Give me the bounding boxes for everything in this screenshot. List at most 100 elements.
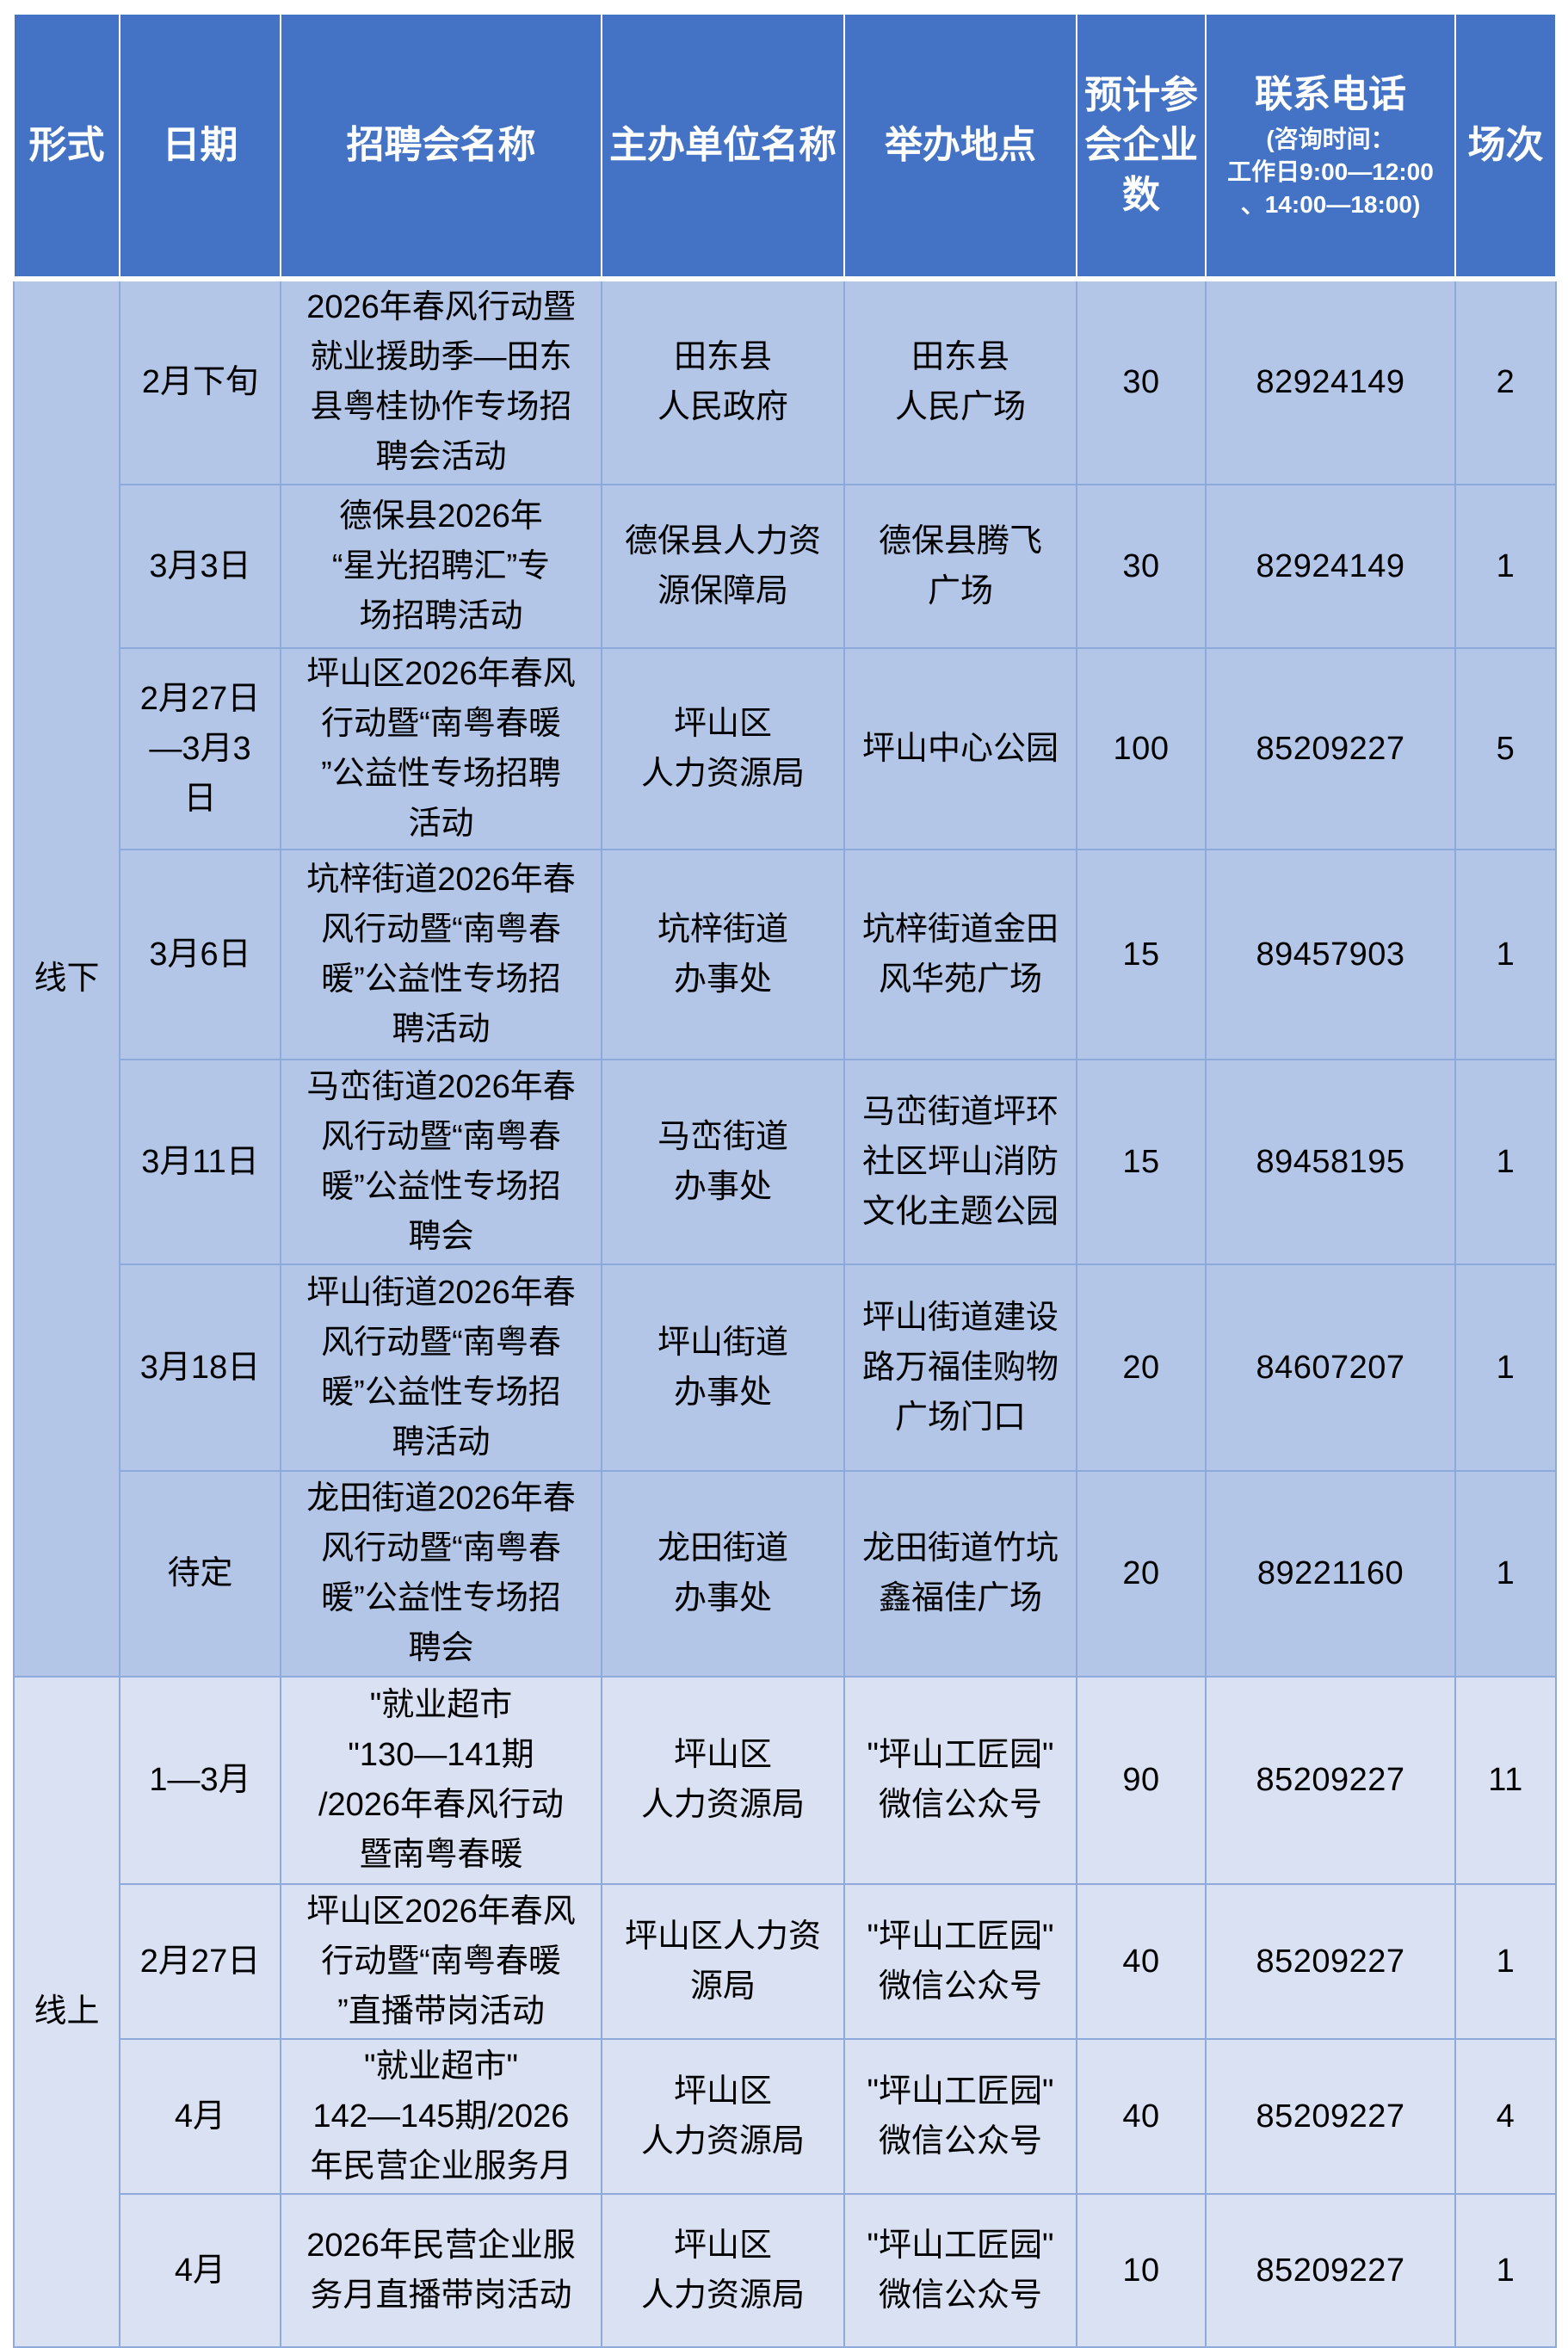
cell-phone: 85209227	[1205, 2192, 1456, 2348]
cell-phone: 82924149	[1205, 277, 1456, 485]
cell-fair-name: 德保县2026年 “星光招聘汇”专 场招聘活动	[280, 483, 602, 649]
cell-organizer: 坑梓街道 办事处	[601, 848, 845, 1060]
cell-fair-name: 2026年民营企业服 务月直播带岗活动	[280, 2192, 602, 2348]
section-label-offline: 线下	[13, 277, 120, 1678]
cell-sessions: 1	[1454, 1058, 1557, 1265]
cell-sessions: 11	[1454, 1675, 1557, 1885]
cell-companies: 40	[1076, 1882, 1207, 2040]
cell-sessions: 1	[1454, 1882, 1557, 2040]
cell-location: 坑梓街道金田 风华苑广场	[843, 848, 1077, 1060]
cell-fair-name: 坑梓街道2026年春 风行动暨“南粤春 暖”公益性专场招 聘活动	[280, 848, 602, 1060]
cell-date: 1—3月	[119, 1675, 281, 1885]
cell-companies: 15	[1076, 848, 1207, 1060]
table-row: 线上 1—3月 "就业超市 "130—141期 /2026年春风行动 暨南粤春暖…	[13, 1675, 1557, 2348]
cell-fair-name: 2026年春风行动暨 就业援助季—田东 县粤桂协作专场招 聘会活动	[280, 277, 602, 485]
table-row: 4月 "就业超市" 142—145期/2026 年民营企业服务月 坪山区 人力资…	[14, 2037, 1557, 2195]
cell-phone: 85209227	[1205, 646, 1456, 850]
cell-phone: 82924149	[1205, 483, 1456, 649]
cell-phone: 89221160	[1205, 1469, 1456, 1678]
col-header-format: 形式	[13, 13, 120, 281]
cell-location: 马峦街道坪环 社区坪山消防 文化主题公园	[843, 1058, 1077, 1265]
cell-location: 龙田街道竹坑 鑫福佳广场	[843, 1469, 1077, 1678]
cell-date: 3月3日	[119, 483, 281, 649]
table-row: 线下 2月下旬 2026年春风行动暨 就业援助季—田东 县粤桂协作专场招 聘会活…	[13, 277, 1557, 1678]
cell-organizer: 坪山区人力资 源局	[601, 1882, 845, 2040]
cell-organizer: 坪山区 人力资源局	[601, 1675, 845, 1885]
cell-fair-name: 坪山街道2026年春 风行动暨“南粤春 暖”公益性专场招 聘活动	[280, 1263, 602, 1472]
cell-companies: 90	[1076, 1675, 1207, 1885]
page: 形式 日期 招聘会名称 主办单位名称 举办地点 预计参 会企业 数 联系电话 (…	[13, 13, 1557, 2348]
table-row: 4月 2026年民营企业服 务月直播带岗活动 坪山区 人力资源局 "坪山工匠园"…	[14, 2192, 1557, 2348]
cell-sessions: 1	[1454, 483, 1557, 649]
table-row: 2月27日 坪山区2026年春风 行动暨“南粤春暖 ”直播带岗活动 坪山区人力资…	[14, 1882, 1557, 2040]
cell-location: 坪山街道建设 路万福佳购物 广场门口	[843, 1263, 1077, 1472]
cell-companies: 20	[1076, 1469, 1207, 1678]
col-header-sessions: 场次	[1454, 13, 1557, 281]
table-row: 3月3日 德保县2026年 “星光招聘汇”专 场招聘活动 德保县人力资 源保障局…	[14, 483, 1557, 649]
cell-sessions: 1	[1454, 1469, 1557, 1678]
phone-consult-hours-note: (咨询时间： 工作日9:00—12:00 、14:00—18:00)	[1227, 126, 1434, 218]
job-fair-schedule-table: 形式 日期 招聘会名称 主办单位名称 举办地点 预计参 会企业 数 联系电话 (…	[13, 13, 1557, 2348]
cell-phone: 89457903	[1205, 848, 1456, 1060]
cell-sessions: 1	[1454, 1263, 1557, 1472]
cell-phone: 84607207	[1205, 1263, 1456, 1472]
cell-location: "坪山工匠园" 微信公众号	[843, 1675, 1077, 1885]
cell-organizer: 龙田街道 办事处	[601, 1469, 845, 1678]
cell-companies: 20	[1076, 1263, 1207, 1472]
cell-phone: 85209227	[1205, 2037, 1456, 2195]
cell-date: 2月下旬	[119, 277, 281, 485]
cell-phone: 89458195	[1205, 1058, 1456, 1265]
cell-organizer: 马峦街道 办事处	[601, 1058, 845, 1265]
cell-sessions: 1	[1454, 848, 1557, 1060]
col-header-companies: 预计参 会企业 数	[1076, 13, 1207, 281]
table-row: 3月18日 坪山街道2026年春 风行动暨“南粤春 暖”公益性专场招 聘活动 坪…	[14, 1263, 1557, 1472]
cell-fair-name: "就业超市 "130—141期 /2026年春风行动 暨南粤春暖	[280, 1675, 602, 1885]
cell-location: 坪山中心公园	[843, 646, 1077, 850]
cell-location: 田东县 人民广场	[843, 277, 1077, 485]
cell-organizer: 坪山区 人力资源局	[601, 2192, 845, 2348]
cell-companies: 40	[1076, 2037, 1207, 2195]
table-row: 3月11日 马峦街道2026年春 风行动暨“南粤春 暖”公益性专场招 聘会 马峦…	[14, 1058, 1557, 1265]
cell-sessions: 1	[1454, 2192, 1557, 2348]
cell-organizer: 坪山区 人力资源局	[601, 2037, 845, 2195]
col-header-location: 举办地点	[843, 13, 1077, 281]
cell-companies: 10	[1076, 2192, 1207, 2348]
phone-header-label: 联系电话	[1255, 73, 1406, 116]
header-row: 形式 日期 招聘会名称 主办单位名称 举办地点 预计参 会企业 数 联系电话 (…	[13, 13, 1557, 281]
col-header-fair-name: 招聘会名称	[280, 13, 602, 281]
cell-phone: 85209227	[1205, 1882, 1456, 2040]
cell-date: 4月	[119, 2037, 281, 2195]
cell-phone: 85209227	[1205, 1675, 1456, 1885]
cell-location: "坪山工匠园" 微信公众号	[843, 2037, 1077, 2195]
cell-sessions: 5	[1454, 646, 1557, 850]
cell-organizer: 田东县 人民政府	[601, 277, 845, 485]
cell-location: 德保县腾飞 广场	[843, 483, 1077, 649]
cell-date: 2月27日	[119, 1882, 281, 2040]
cell-organizer: 德保县人力资 源保障局	[601, 483, 845, 649]
cell-organizer: 坪山街道 办事处	[601, 1263, 845, 1472]
cell-fair-name: 坪山区2026年春风 行动暨“南粤春暖 ”公益性专场招聘 活动	[280, 646, 602, 850]
cell-date: 2月27日 —3月3 日	[119, 646, 281, 850]
cell-date: 待定	[119, 1469, 281, 1678]
table-row: 2月27日 —3月3 日 坪山区2026年春风 行动暨“南粤春暖 ”公益性专场招…	[14, 646, 1557, 850]
col-header-phone: 联系电话 (咨询时间： 工作日9:00—12:00 、14:00—18:00)	[1205, 13, 1456, 281]
table-row: 待定 龙田街道2026年春 风行动暨“南粤春 暖”公益性专场招 聘会 龙田街道 …	[14, 1469, 1557, 1678]
cell-companies: 30	[1076, 277, 1207, 485]
cell-companies: 15	[1076, 1058, 1207, 1265]
table-row: 3月6日 坑梓街道2026年春 风行动暨“南粤春 暖”公益性专场招 聘活动 坑梓…	[14, 848, 1557, 1060]
cell-fair-name: 龙田街道2026年春 风行动暨“南粤春 暖”公益性专场招 聘会	[280, 1469, 602, 1678]
col-header-organizer: 主办单位名称	[601, 13, 845, 281]
cell-fair-name: 坪山区2026年春风 行动暨“南粤春暖 ”直播带岗活动	[280, 1882, 602, 2040]
cell-date: 3月11日	[119, 1058, 281, 1265]
col-header-date: 日期	[119, 13, 281, 281]
cell-fair-name: "就业超市" 142—145期/2026 年民营企业服务月	[280, 2037, 602, 2195]
cell-date: 4月	[119, 2192, 281, 2348]
cell-organizer: 坪山区 人力资源局	[601, 646, 845, 850]
cell-location: "坪山工匠园" 微信公众号	[843, 1882, 1077, 2040]
cell-sessions: 4	[1454, 2037, 1557, 2195]
section-label-online: 线上	[13, 1675, 120, 2348]
cell-location: "坪山工匠园" 微信公众号	[843, 2192, 1077, 2348]
cell-date: 3月18日	[119, 1263, 281, 1472]
cell-fair-name: 马峦街道2026年春 风行动暨“南粤春 暖”公益性专场招 聘会	[280, 1058, 602, 1265]
cell-sessions: 2	[1454, 277, 1557, 485]
